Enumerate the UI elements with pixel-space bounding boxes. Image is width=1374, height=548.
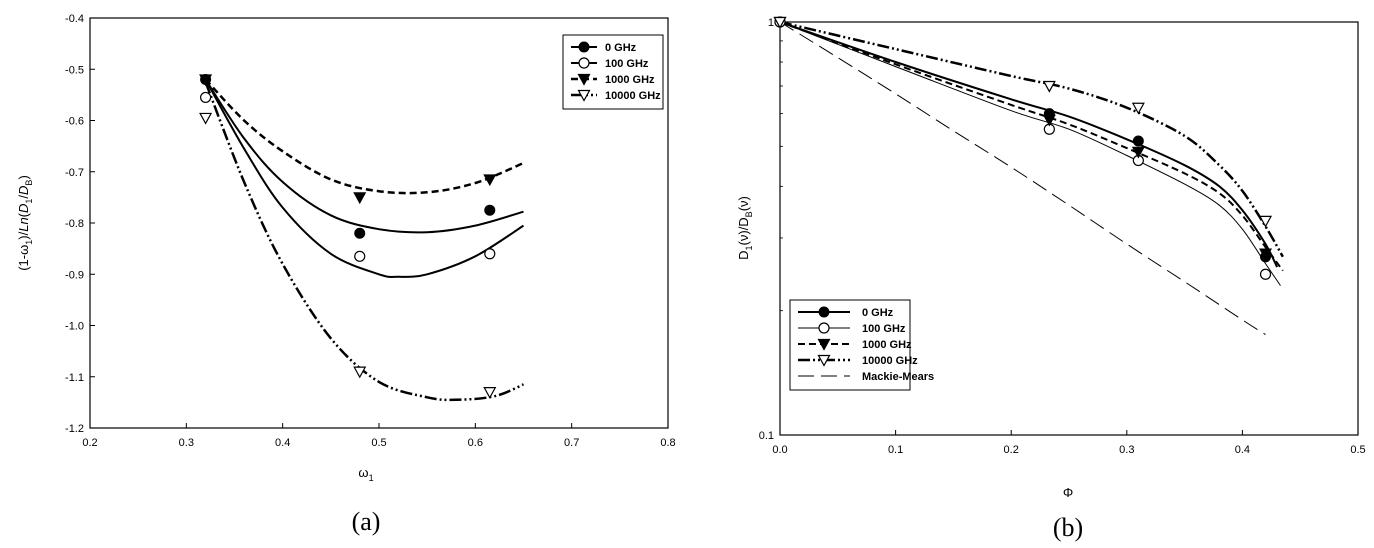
legend-marker [817,338,831,351]
x-tick-label: 0.7 [564,437,579,449]
legend-label: 1000 GHz [605,74,655,86]
x-tick-label: 0.6 [468,437,483,449]
x-tick-label: 0.1 [888,444,903,456]
series-points-a [199,74,497,399]
series-line-0-ghz [779,21,1278,268]
axis-ticks-a: 0.2 0.3 0.4 0.5 0.6 0.7 0.8 -1.2 -1.1 -1.0 -0.9 -0.… [65,13,676,449]
legend-label: 10000 GHz [605,90,661,102]
legend-marker [818,322,830,334]
x-tick-label: 0.3 [1119,444,1134,456]
legend-label: 0 GHz [605,42,637,54]
data-point-10000-ghz [483,387,497,399]
y-tick-label: -0.5 [65,64,84,76]
plot-frame-b [779,21,1359,436]
axis-ticks-b: 0.0 0.1 0.2 0.3 0.4 0.5 0.1 1 [759,17,1366,456]
series-line-10000-ghz [779,20,1284,258]
legend-label: Mackie-Mears [862,371,934,383]
y-axis-label-b: D1(ν)/DB(ν) [736,196,754,260]
x-tick-label: 0.4 [275,437,290,449]
legend-b: 0 GHz 100 GHz 1000 GHz 10000 GHz Mackie-Mear… [789,299,934,391]
x-tick-label: 0.5 [371,437,386,449]
data-point-1000-ghz [199,74,213,87]
data-point-0-ghz [484,204,496,216]
data-point-10000-ghz [353,366,367,379]
legend-label: 1000 GHz [862,339,912,351]
data-point-1000-ghz [483,174,497,187]
data-point-1000-ghz [1042,114,1056,127]
y-tick-label: -0.7 [65,167,84,179]
data-point-100-ghz [200,91,212,104]
data-point-10000-ghz [773,16,787,29]
x-tick-label: 0.2 [82,437,97,449]
legend-marker [818,306,830,318]
data-point-100-ghz [354,250,366,262]
y-tick-label: 1 [768,17,774,29]
x-tick-label: 0.5 [1350,444,1365,456]
series-curves-b [779,20,1284,336]
data-point-0-ghz [1132,135,1144,147]
data-point-100-ghz [484,248,496,260]
series-line-0-ghz [204,78,524,234]
panel-label-b: (b) [1053,513,1083,542]
y-axis-label-a: (1-ω1)/Ln(D1/DB) [16,175,34,271]
series-line-100-ghz [779,21,1281,286]
data-point-10000-ghz [1131,102,1145,115]
y-tick-label: -0.8 [65,218,84,230]
y-tick-label: -1.2 [65,423,84,435]
y-tick-label: -1.0 [65,321,84,333]
legend-label: 100 GHz [605,58,649,70]
y-tick-label: -1.1 [65,372,84,384]
legend-marker [817,354,831,367]
x-tick-label: 0.2 [1004,444,1019,456]
y-tick-label: -0.9 [65,269,84,281]
data-point-10000-ghz [1259,215,1273,228]
series-line-1000-ghz [204,78,524,195]
x-axis-label-a: ω1 [358,465,373,483]
y-tick-label: -0.4 [65,13,84,25]
legend-marker [578,41,590,53]
series-points-b [773,16,1273,280]
panel-label-a: (a) [352,507,381,536]
chart-panel-b: 0.0 0.1 0.2 0.3 0.4 0.5 0.1 1 0 GHz 100 GHz 1000 … [736,16,1366,542]
y-tick-label: -0.6 [65,116,84,128]
x-tick-label: 0.3 [179,437,194,449]
data-point-1000-ghz [353,192,367,205]
chart-panel-a: 0.2 0.3 0.4 0.5 0.6 0.7 0.8 -1.2 -1.1 -1.0 -0.9 -0.… [16,13,676,536]
data-point-1000-ghz [1131,146,1145,159]
legend-box [789,299,911,391]
series-line-mackie-mears [779,21,1266,336]
legend-marker [577,73,591,86]
legend-a: 0 GHz 100 GHz 1000 GHz 10000 GHz [562,34,664,110]
series-line-100-ghz [204,79,525,279]
data-point-1000-ghz [1259,248,1273,261]
data-point-10000-ghz [1042,80,1056,93]
data-point-100-ghz [1259,268,1272,280]
legend-label: 100 GHz [862,323,906,335]
legend-marker [578,57,590,69]
legend-marker [577,89,591,102]
x-tick-label: 0.0 [772,444,787,456]
legend-label: 10000 GHz [862,355,918,367]
data-point-10000-ghz [199,112,213,125]
series-line-1000-ghz [779,21,1284,272]
y-tick-label: 0.1 [759,430,774,442]
x-tick-label: 0.4 [1235,444,1250,456]
series-curves-a [204,78,525,402]
data-point-0-ghz [354,227,366,239]
legend-label: 0 GHz [862,307,894,319]
x-axis-label-b: Φ [1063,485,1073,500]
x-tick-label: 0.8 [660,437,675,449]
